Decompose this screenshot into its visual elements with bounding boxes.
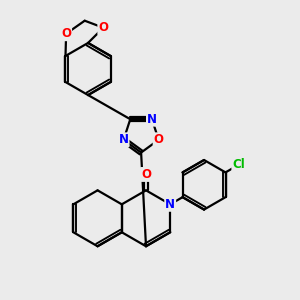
Text: N: N xyxy=(147,113,157,126)
Text: O: O xyxy=(154,133,164,146)
Text: N: N xyxy=(165,198,175,211)
Text: O: O xyxy=(141,168,151,181)
Text: O: O xyxy=(61,27,71,40)
Text: N: N xyxy=(118,133,129,146)
Text: O: O xyxy=(98,21,108,34)
Text: Cl: Cl xyxy=(232,158,245,171)
